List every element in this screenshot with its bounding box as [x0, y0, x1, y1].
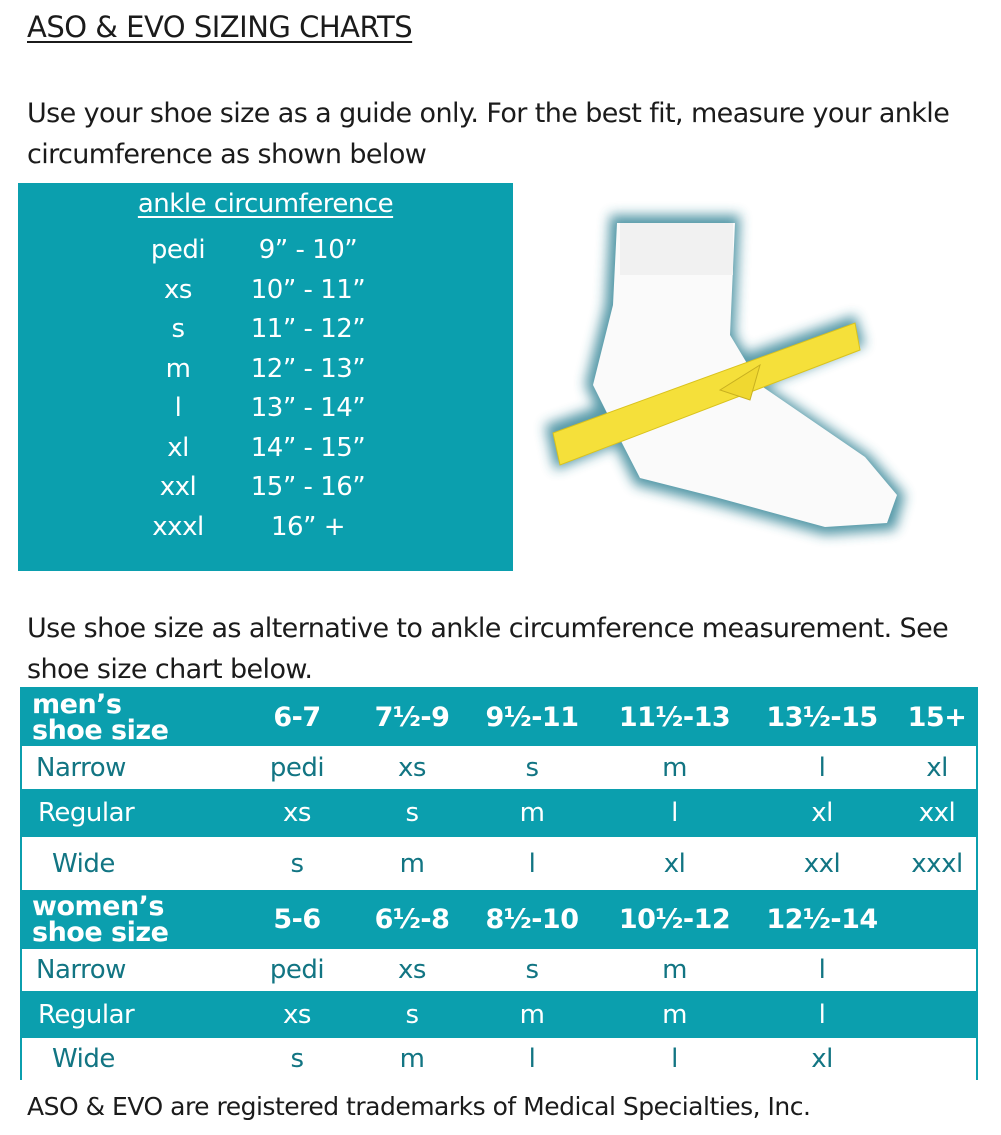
ankle-size: xs: [164, 274, 192, 305]
size-cell: xl: [811, 798, 833, 828]
width-label: Regular: [38, 999, 135, 1030]
ankle-size: l: [174, 393, 182, 423]
shoe-size-header: 9½-11: [485, 702, 579, 733]
size-cell: m: [662, 752, 687, 783]
width-label: Wide: [52, 1044, 115, 1074]
size-cell: xl: [663, 848, 686, 879]
size-cell: m: [662, 999, 687, 1030]
ankle-range: 16” +: [270, 511, 346, 542]
size-cell: s: [405, 798, 419, 828]
size-cell: pedi: [269, 955, 325, 985]
size-cell: l: [671, 1044, 678, 1074]
size-cell: xs: [283, 798, 311, 828]
shoe-size-header: 12½-14: [766, 904, 878, 935]
width-label: Narrow: [36, 955, 126, 985]
size-cell: s: [290, 848, 304, 879]
intro-text: Use your shoe size as a guide only. For …: [27, 98, 950, 170]
size-cell: l: [818, 752, 826, 783]
shoe-size-table: men’s shoe size 6-7 7½-9 9½-11 11½-13 13½-15 15…: [20, 687, 978, 1080]
ankle-range: 15” - 16”: [250, 472, 366, 502]
table-row: Wide s m l xl xxl xxxl: [22, 837, 976, 890]
ankle-size: xxl: [159, 472, 197, 502]
ankle-range: 14” - 15”: [250, 432, 366, 463]
width-label: Regular: [38, 798, 135, 828]
table-row: Narrow pedi xs s m l xl: [22, 746, 976, 789]
table-row: Regular xs s m l xl xxl: [22, 789, 976, 837]
ankle-size: m: [165, 353, 191, 384]
group-label: shoe size: [32, 714, 169, 746]
page-title: ASO & EVO SIZING CHARTS: [27, 10, 413, 44]
group-label: women’s: [32, 890, 165, 922]
trademark-footer: ASO & EVO are registered trademarks of M…: [27, 1092, 811, 1121]
group-label: men’s: [32, 688, 122, 720]
shoe-size-header: 13½-15: [766, 702, 878, 733]
ankle-range: 13” - 14”: [250, 393, 366, 423]
table-row: Wide s m l l xl: [22, 1038, 976, 1080]
size-cell: l: [671, 798, 678, 828]
foot-measurement-image: [545, 215, 905, 535]
shoe-size-header: 6-7: [273, 702, 321, 733]
width-label: Narrow: [36, 752, 126, 783]
size-cell: s: [525, 752, 539, 783]
ankle-size: xl: [167, 432, 189, 463]
size-cell: l: [528, 848, 536, 879]
shoe-size-header: 8½-10: [485, 904, 579, 935]
size-cell: s: [405, 999, 419, 1030]
size-cell: l: [818, 999, 826, 1030]
group-label: shoe size: [32, 916, 169, 948]
ankle-size: xxxl: [152, 511, 204, 542]
size-cell: s: [290, 1044, 304, 1074]
alternative-text: Use shoe size as alternative to ankle ci…: [27, 613, 949, 685]
size-cell: xxl: [918, 798, 956, 828]
size-cell: xxl: [803, 848, 841, 879]
size-cell: m: [399, 848, 425, 879]
width-label: Wide: [52, 848, 115, 879]
shoe-size-header: 11½-13: [618, 702, 731, 733]
size-cell: m: [519, 798, 545, 828]
size-cell: m: [399, 1044, 425, 1074]
size-cell: xs: [398, 752, 426, 783]
shoe-size-header: 15+: [907, 702, 967, 733]
size-cell: l: [818, 955, 826, 985]
ankle-size: s: [171, 314, 185, 344]
size-cell: m: [519, 999, 545, 1030]
size-cell: pedi: [269, 752, 325, 783]
shoe-size-header: 10½-12: [618, 904, 731, 935]
women-header-row: women’s shoe size 5-6 6½-8 8½-10 10½-12 12½-14: [22, 890, 976, 949]
ankle-range: 9” - 10”: [258, 235, 358, 265]
size-cell: m: [662, 955, 687, 985]
ankle-heading: ankle circumference: [137, 189, 394, 219]
size-cell: xs: [283, 999, 311, 1030]
ankle-range: 12” - 13”: [250, 353, 366, 384]
ankle-circumference-chart: ankle circumference pedi 9” - 10” xs 10” …: [18, 183, 513, 571]
shoe-size-header: 5-6: [273, 904, 321, 935]
table-row: Narrow pedi xs s m l: [22, 949, 976, 991]
size-cell: xl: [926, 752, 948, 783]
ankle-size: pedi: [150, 235, 206, 265]
size-cell: xxxl: [911, 848, 963, 879]
ankle-range: 10” - 11”: [250, 274, 366, 305]
size-cell: l: [528, 1044, 536, 1074]
shoe-size-header: 6½-8: [374, 904, 450, 935]
table-row: Regular xs s m m l: [22, 991, 976, 1038]
size-cell: xl: [811, 1044, 833, 1074]
ankle-range: 11” - 12”: [250, 314, 366, 344]
men-header-row: men’s shoe size 6-7 7½-9 9½-11 11½-13 13½-15 15…: [22, 689, 976, 746]
size-cell: xs: [398, 955, 426, 985]
shoe-size-header: 7½-9: [374, 702, 450, 733]
size-cell: s: [525, 955, 539, 985]
